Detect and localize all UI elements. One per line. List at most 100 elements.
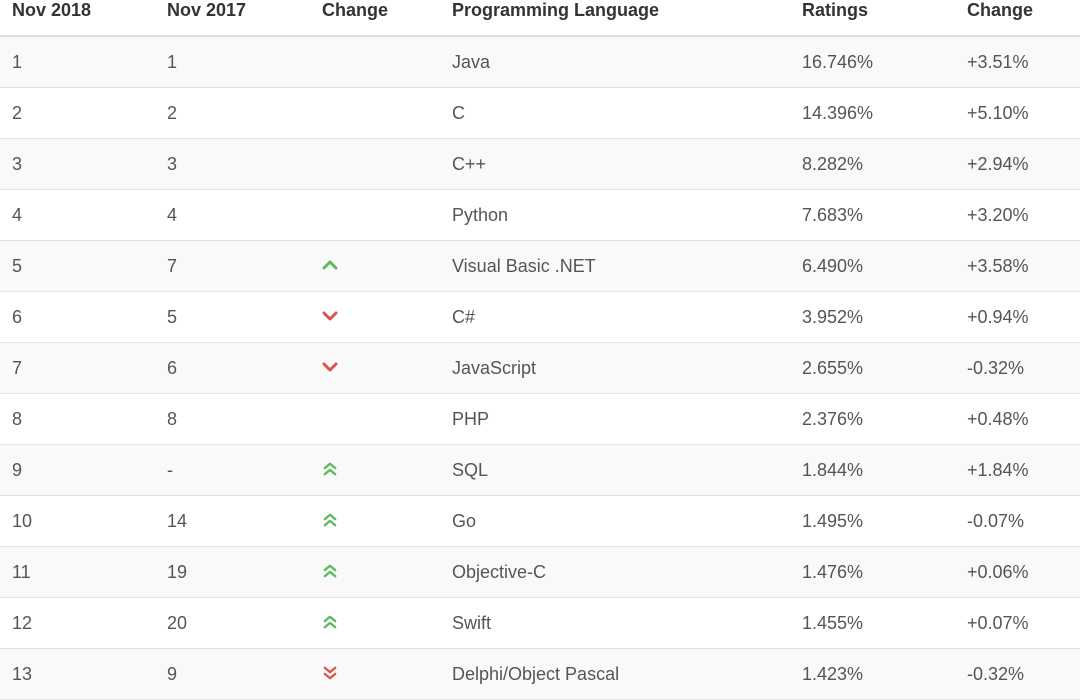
table-row: 76 JavaScript2.655%-0.32% [0, 343, 1080, 394]
cell-ratings: 1.455% [790, 598, 955, 649]
cell-nov2018: 10 [0, 496, 155, 547]
cell-change-icon [310, 139, 440, 190]
cell-nov2018: 8 [0, 394, 155, 445]
cell-change: +0.06% [955, 547, 1080, 598]
chevron-down-icon [322, 360, 338, 374]
cell-nov2017: 1 [155, 36, 310, 88]
double-chevron-up-icon [322, 564, 338, 578]
cell-nov2017: 2 [155, 88, 310, 139]
cell-nov2018: 12 [0, 598, 155, 649]
table-row: 1014Go1.495%-0.07% [0, 496, 1080, 547]
cell-change-icon [310, 190, 440, 241]
table-row: 57Visual Basic .NET6.490%+3.58% [0, 241, 1080, 292]
cell-nov2017: 14 [155, 496, 310, 547]
cell-change-icon [310, 292, 440, 343]
cell-nov2017: 9 [155, 649, 310, 700]
table-row: 22 C14.396%+5.10% [0, 88, 1080, 139]
cell-change-icon [310, 343, 440, 394]
table-row: 65 C#3.952%+0.94% [0, 292, 1080, 343]
cell-change: +3.58% [955, 241, 1080, 292]
col-header-change-icon: Change [310, 0, 440, 36]
cell-ratings: 8.282% [790, 139, 955, 190]
chevron-down-icon [322, 309, 338, 323]
double-chevron-up-icon [322, 615, 338, 629]
cell-nov2018: 5 [0, 241, 155, 292]
double-chevron-up-icon [322, 462, 338, 476]
col-header-nov2017: Nov 2017 [155, 0, 310, 36]
cell-change: +1.84% [955, 445, 1080, 496]
cell-ratings: 16.746% [790, 36, 955, 88]
cell-nov2017: 20 [155, 598, 310, 649]
cell-nov2017: 5 [155, 292, 310, 343]
table-row: 1220 Swift1.455%+0.07% [0, 598, 1080, 649]
ranking-table: Nov 2018 Nov 2017 Change Programming Lan… [0, 0, 1080, 700]
cell-ratings: 3.952% [790, 292, 955, 343]
table-row: 44 Python7.683%+3.20% [0, 190, 1080, 241]
cell-ratings: 7.683% [790, 190, 955, 241]
table-header-row: Nov 2018 Nov 2017 Change Programming Lan… [0, 0, 1080, 36]
cell-language: PHP [440, 394, 790, 445]
cell-language: Swift [440, 598, 790, 649]
cell-ratings: 14.396% [790, 88, 955, 139]
cell-ratings: 1.423% [790, 649, 955, 700]
chevron-up-icon [322, 258, 338, 272]
cell-language: SQL [440, 445, 790, 496]
cell-change: +5.10% [955, 88, 1080, 139]
cell-change: +3.20% [955, 190, 1080, 241]
cell-nov2018: 11 [0, 547, 155, 598]
cell-change-icon [310, 445, 440, 496]
table-row: 1119 Objective-C1.476%+0.06% [0, 547, 1080, 598]
cell-nov2017: 6 [155, 343, 310, 394]
cell-change: +0.94% [955, 292, 1080, 343]
cell-nov2017: - [155, 445, 310, 496]
table-row: 11 Java16.746%+3.51% [0, 36, 1080, 88]
cell-nov2018: 9 [0, 445, 155, 496]
cell-ratings: 1.495% [790, 496, 955, 547]
table-row: 88 PHP2.376%+0.48% [0, 394, 1080, 445]
cell-language: C [440, 88, 790, 139]
double-chevron-down-icon [322, 666, 338, 680]
cell-language: Delphi/Object Pascal [440, 649, 790, 700]
cell-change: -0.32% [955, 649, 1080, 700]
cell-change: +3.51% [955, 36, 1080, 88]
cell-change-icon [310, 241, 440, 292]
cell-ratings: 2.376% [790, 394, 955, 445]
cell-change-icon [310, 598, 440, 649]
cell-language: Python [440, 190, 790, 241]
cell-change: -0.32% [955, 343, 1080, 394]
cell-nov2018: 6 [0, 292, 155, 343]
cell-change: -0.07% [955, 496, 1080, 547]
cell-nov2018: 13 [0, 649, 155, 700]
cell-language: C# [440, 292, 790, 343]
cell-nov2017: 3 [155, 139, 310, 190]
cell-language: Java [440, 36, 790, 88]
cell-nov2018: 1 [0, 36, 155, 88]
table-row: 9- SQL1.844%+1.84% [0, 445, 1080, 496]
cell-change: +2.94% [955, 139, 1080, 190]
cell-change: +0.07% [955, 598, 1080, 649]
col-header-nov2018: Nov 2018 [0, 0, 155, 36]
cell-nov2018: 7 [0, 343, 155, 394]
cell-ratings: 1.844% [790, 445, 955, 496]
table-row: 33C++8.282%+2.94% [0, 139, 1080, 190]
cell-language: JavaScript [440, 343, 790, 394]
cell-change-icon [310, 394, 440, 445]
cell-nov2017: 4 [155, 190, 310, 241]
col-header-change: Change [955, 0, 1080, 36]
cell-ratings: 1.476% [790, 547, 955, 598]
cell-nov2018: 3 [0, 139, 155, 190]
cell-nov2017: 7 [155, 241, 310, 292]
cell-change: +0.48% [955, 394, 1080, 445]
cell-nov2017: 8 [155, 394, 310, 445]
cell-nov2018: 4 [0, 190, 155, 241]
cell-language: Objective-C [440, 547, 790, 598]
cell-nov2018: 2 [0, 88, 155, 139]
col-header-language: Programming Language [440, 0, 790, 36]
cell-ratings: 2.655% [790, 343, 955, 394]
cell-change-icon [310, 649, 440, 700]
double-chevron-up-icon [322, 513, 338, 527]
cell-change-icon [310, 547, 440, 598]
cell-change-icon [310, 496, 440, 547]
cell-language: Visual Basic .NET [440, 241, 790, 292]
cell-nov2017: 19 [155, 547, 310, 598]
